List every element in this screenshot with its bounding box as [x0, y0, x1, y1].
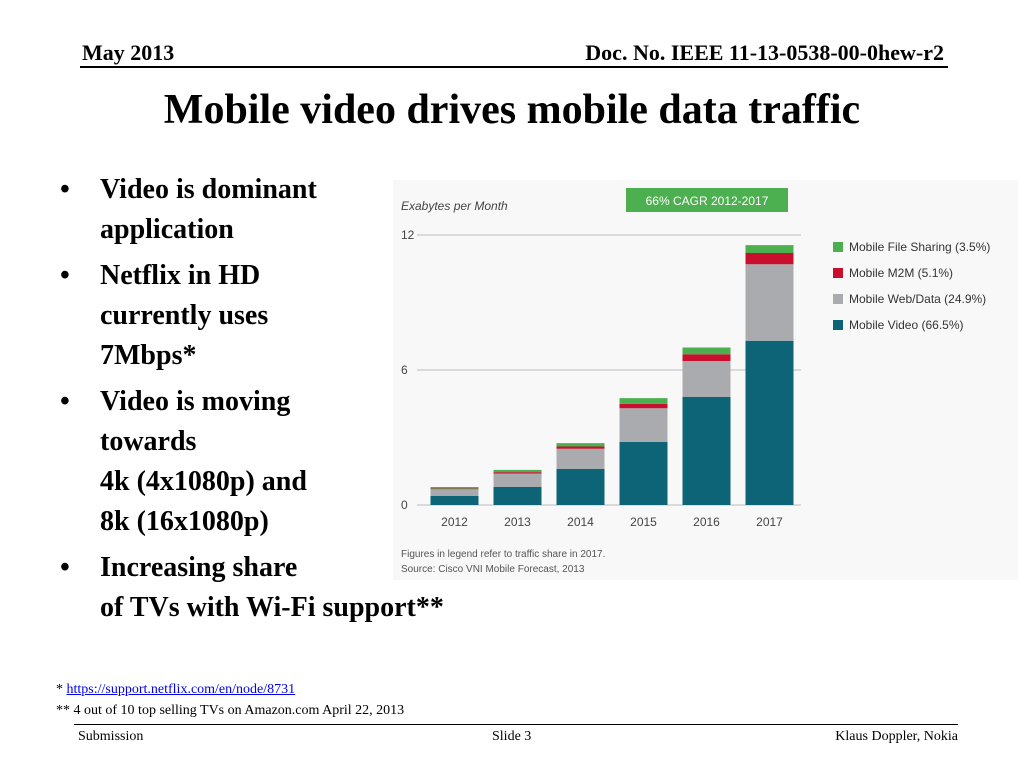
footnote-1: * https://support.netflix.com/en/node/87… [56, 682, 295, 698]
bullet-item: Netflix in HD currently uses 7Mbps* [60, 256, 444, 376]
bar-segment [493, 487, 542, 505]
bullet-line: towards [100, 426, 197, 457]
bullet-line: Netflix in HD [100, 260, 261, 291]
legend-swatch [833, 242, 843, 252]
y-tick-label: 6 [401, 363, 408, 377]
bar-segment [556, 448, 605, 469]
footer-author: Klaus Doppler, Nokia [835, 729, 958, 744]
bar-segment [682, 397, 731, 505]
y-tick-label: 0 [401, 498, 408, 512]
bullet-line: Increasing share [100, 552, 298, 583]
bullet-line: Video is dominant [100, 174, 317, 205]
cagr-badge [626, 188, 788, 212]
bar-segment [682, 347, 731, 355]
bullet-line: Video is moving [100, 386, 291, 417]
bar-segment [430, 487, 479, 489]
legend-swatch [833, 320, 843, 330]
footnote-1-prefix: * [56, 682, 67, 697]
slide-title: Mobile video drives mobile data traffic [163, 87, 861, 133]
header-rule [80, 66, 948, 68]
netflix-support-link[interactable]: https://support.netflix.com/en/node/8731 [66, 682, 296, 697]
bar-segment [682, 354, 731, 361]
y-tick-label: 12 [401, 228, 415, 242]
x-tick-label: 2014 [567, 515, 594, 529]
bullet-line: 7Mbps* [100, 340, 197, 371]
cagr-badge-label: 66% CAGR 2012-2017 [646, 194, 769, 208]
footer-slide-number: Slide 3 [492, 729, 532, 744]
y-axis-title: Exabytes per Month [401, 199, 508, 213]
footer-submission: Submission [78, 729, 144, 744]
bullet-line: 8k (16x1080p) [100, 506, 269, 537]
bar-segment [745, 264, 794, 341]
bar-segment [745, 245, 794, 253]
bar-segment [745, 253, 794, 265]
bullet-line: currently uses [100, 300, 269, 331]
chart-note: Source: Cisco VNI Mobile Forecast, 2013 [401, 564, 585, 575]
legend-swatch [833, 294, 843, 304]
legend-swatch [833, 268, 843, 278]
legend-label: Mobile Web/Data (24.9%) [849, 292, 986, 306]
x-tick-label: 2017 [756, 515, 783, 529]
x-tick-label: 2015 [630, 515, 657, 529]
legend-label: Mobile File Sharing (3.5%) [849, 240, 990, 254]
bar-segment [556, 443, 605, 447]
bar-segment [430, 489, 479, 496]
bullet-list: Video is dominant application Netflix in… [60, 170, 444, 634]
bullet-item: Increasing share of TVs with Wi-Fi suppo… [60, 548, 444, 628]
bar-segment [619, 403, 668, 409]
x-tick-label: 2013 [504, 515, 531, 529]
x-tick-label: 2012 [441, 515, 468, 529]
bullet-item: Video is dominant application [60, 170, 444, 250]
bar-segment [619, 442, 668, 505]
x-tick-label: 2016 [693, 515, 720, 529]
bar-segment [493, 469, 542, 473]
bar-segment [745, 340, 794, 505]
traffic-chart: Exabytes per Month 66% CAGR 2012-2017 0 6 12… [393, 180, 1018, 580]
bullet-item: Video is moving towards 4k (4x1080p) and… [60, 382, 444, 542]
bar-segment [556, 446, 605, 449]
footer-rule [74, 724, 958, 725]
bar-segment [430, 488, 479, 490]
bullet-line: of TVs with Wi-Fi support** [100, 592, 444, 623]
legend-label: Mobile Video (66.5%) [849, 318, 964, 332]
header-date: May 2013 [82, 40, 175, 65]
bar-segment [556, 469, 605, 505]
bullet-line: application [100, 214, 234, 245]
bar-segment [430, 496, 479, 505]
bar-segment [619, 398, 668, 404]
header-doc-number: Doc. No. IEEE 11-13-0538-00-0hew-r2 [585, 40, 944, 65]
bar-segment [619, 408, 668, 442]
footnote-2: ** 4 out of 10 top selling TVs on Amazon… [56, 703, 405, 718]
bullet-line: 4k (4x1080p) and [100, 466, 307, 497]
chart-note: Figures in legend refer to traffic share… [401, 549, 605, 560]
traffic-chart-svg: Exabytes per Month 66% CAGR 2012-2017 0 6 12… [401, 188, 990, 575]
bar-segment [682, 361, 731, 397]
bar-segment [493, 473, 542, 487]
bar-segment [493, 472, 542, 474]
legend-label: Mobile M2M (5.1%) [849, 266, 953, 280]
